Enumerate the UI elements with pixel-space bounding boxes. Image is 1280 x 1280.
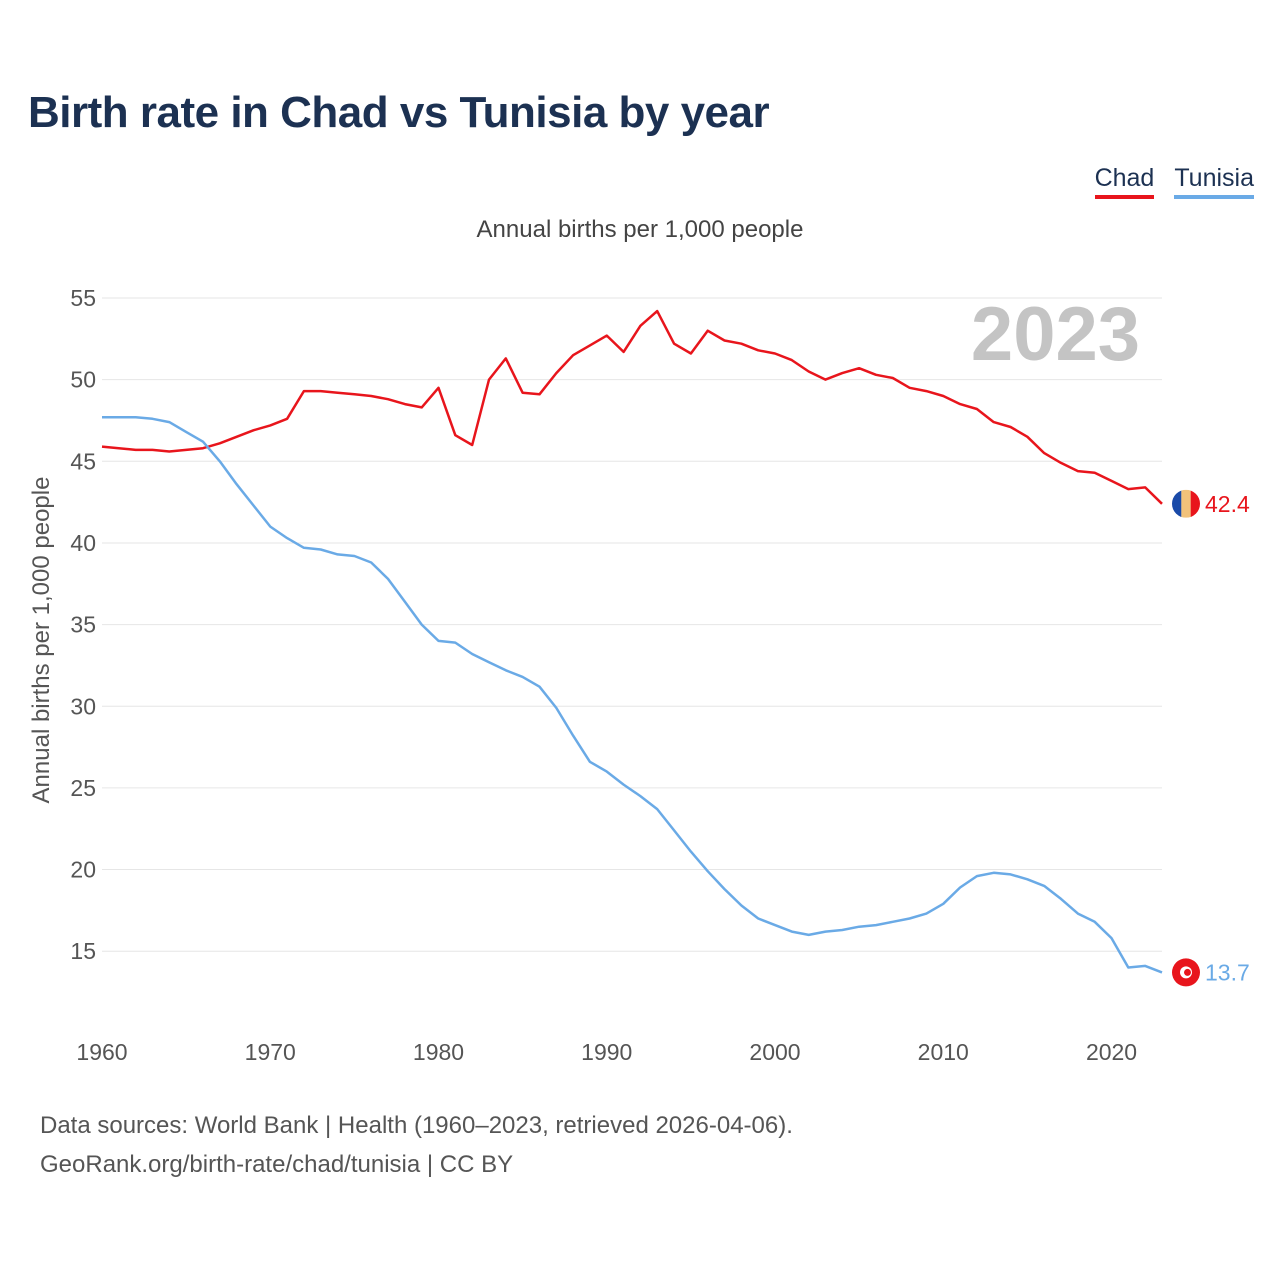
x-tick-label-2020: 2020 [1086,1039,1137,1065]
end-value-label-tunisia: 13.7 [1205,959,1250,985]
flag-icon-tunisia [1172,958,1200,987]
y-tick-label-40: 40 [70,530,96,556]
x-tick-label-2010: 2010 [918,1039,969,1065]
source-line-2[interactable]: GeoRank.org/birth-rate/chad/tunisia | CC… [40,1151,514,1178]
y-tick-label-20: 20 [70,857,96,883]
y-tick-label-30: 30 [70,693,96,719]
y-tick-label-55: 55 [70,285,96,311]
source-note: Data sources: World Bank | Health (1960–… [40,1106,793,1184]
x-tick-label-1970: 1970 [245,1039,296,1065]
x-tick-label-2000: 2000 [749,1039,800,1065]
y-tick-label-35: 35 [70,612,96,638]
year-watermark: 2023 [971,292,1140,377]
legend-item-tunisia[interactable]: Tunisia [1174,164,1254,199]
chart-subtitle: Annual births per 1,000 people [476,216,804,243]
x-tick-label-1990: 1990 [581,1039,632,1065]
y-tick-label-45: 45 [70,448,96,474]
legend-item-chad[interactable]: Chad [1094,164,1155,199]
x-tick-label-1960: 1960 [76,1039,127,1065]
flag-icon-chad [1172,489,1200,518]
source-line-1: Data sources: World Bank | Health (1960–… [40,1112,793,1139]
end-value-label-chad: 42.4 [1205,491,1250,517]
x-tick-label-1980: 1980 [413,1039,464,1065]
y-tick-label-25: 25 [70,775,96,801]
chart-title: Birth rate in Chad vs Tunisia by year [28,88,770,137]
legend: Chad Tunisia [1094,164,1254,199]
y-tick-label-50: 50 [70,367,96,393]
series-line-chad[interactable] [101,309,1163,505]
series-line-tunisia[interactable] [102,415,1163,974]
y-tick-label-15: 15 [70,938,96,964]
